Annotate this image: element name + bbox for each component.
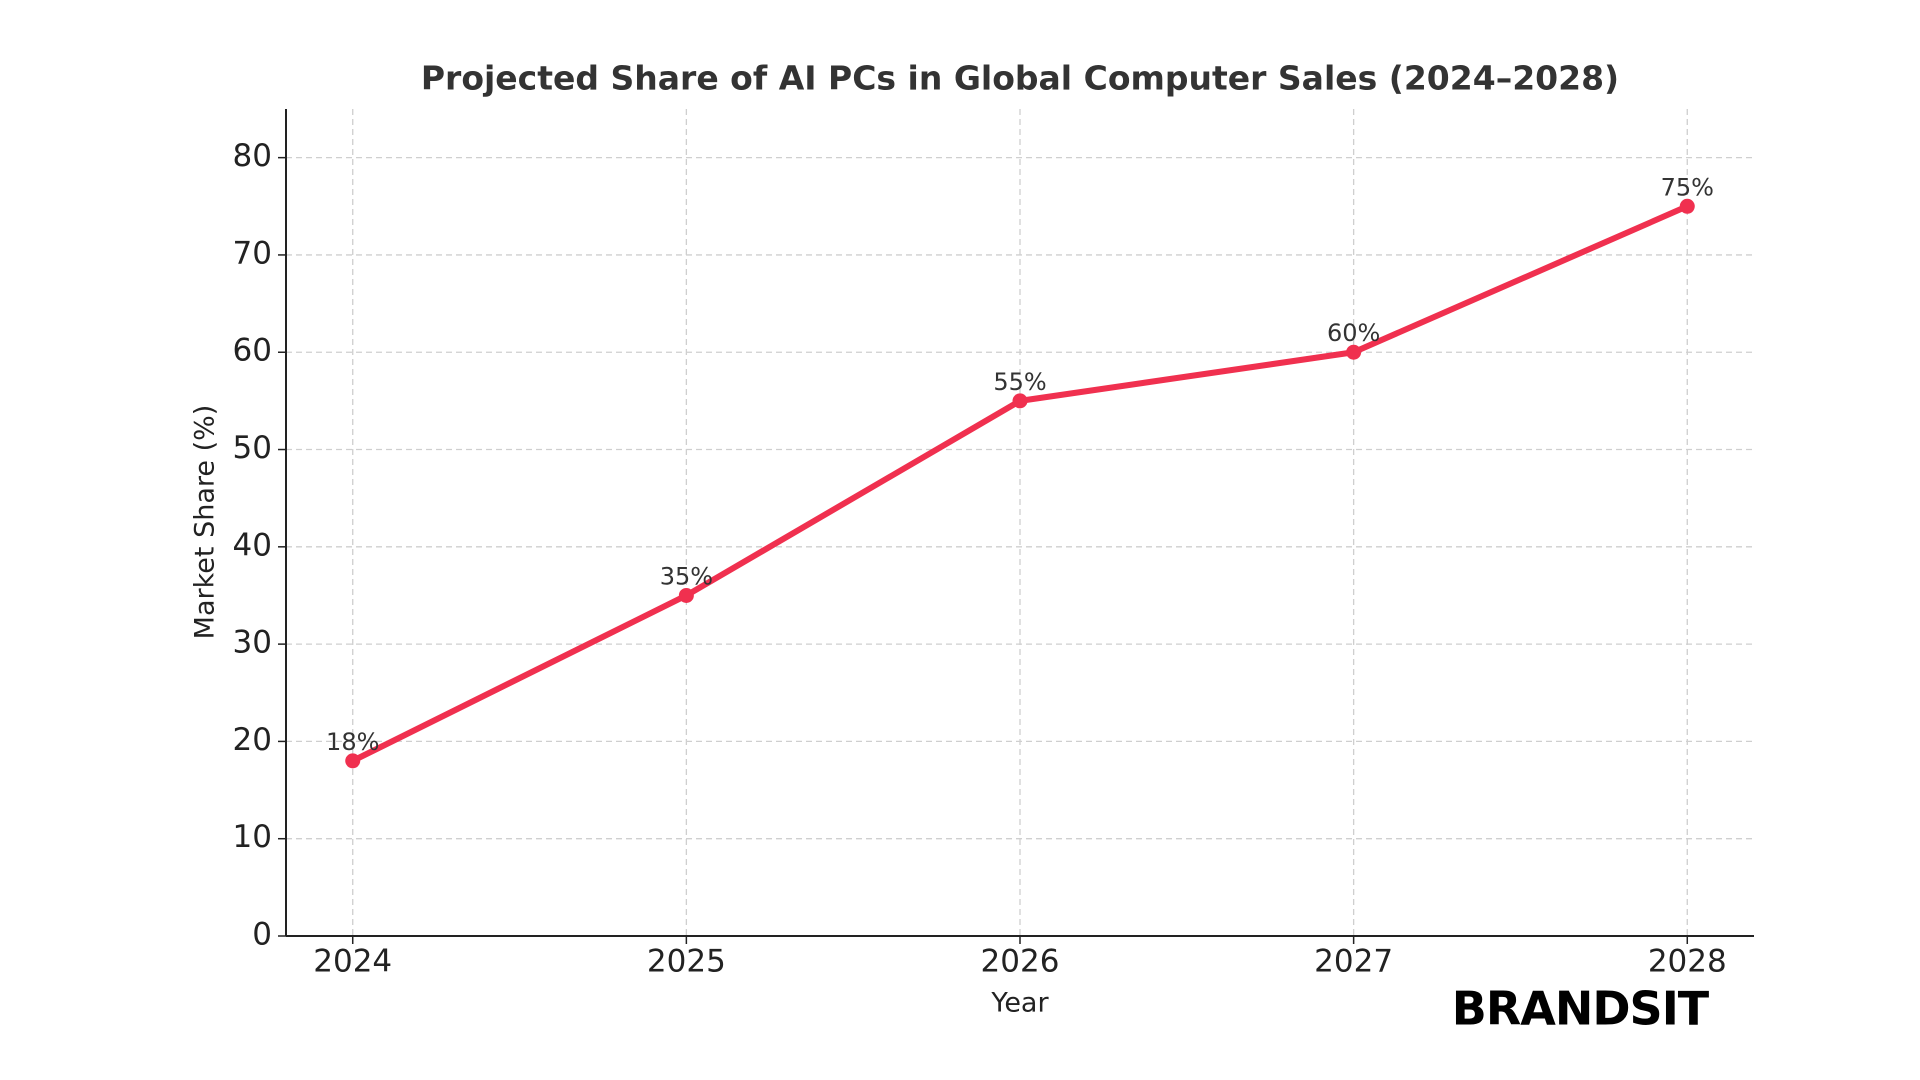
y-tick-label: 80: [233, 138, 272, 174]
watermark: BRANDSIT: [1452, 982, 1710, 1036]
data-point: [345, 753, 361, 769]
y-tick-label: 50: [233, 430, 272, 466]
data-point: [678, 587, 694, 603]
chart-title: Projected Share of AI PCs in Global Comp…: [421, 59, 1619, 98]
value-label: 60%: [1327, 319, 1380, 347]
x-tick-label: 2025: [647, 944, 726, 980]
y-tick-label: 30: [233, 625, 272, 661]
y-tick-label: 10: [233, 819, 272, 855]
x-tick-label: 2027: [1314, 944, 1393, 980]
y-tick-label: 20: [233, 722, 272, 758]
data-point: [1679, 198, 1695, 214]
data-point: [1346, 344, 1362, 360]
value-label: 75%: [1661, 173, 1714, 201]
value-label: 55%: [993, 368, 1046, 396]
y-tick-label: 60: [233, 333, 272, 369]
y-tick-label: 0: [252, 917, 272, 953]
x-tick-label: 2028: [1648, 944, 1727, 980]
data-point: [1012, 393, 1028, 409]
y-tick-label: 70: [233, 235, 272, 271]
value-label: 35%: [660, 562, 713, 590]
y-axis-label: Market Share (%): [190, 405, 221, 640]
x-tick-label: 2026: [981, 944, 1060, 980]
x-tick-label: 2024: [313, 944, 392, 980]
x-axis-label: Year: [990, 988, 1049, 1019]
y-tick-label: 40: [233, 527, 272, 563]
value-label: 18%: [326, 728, 379, 756]
